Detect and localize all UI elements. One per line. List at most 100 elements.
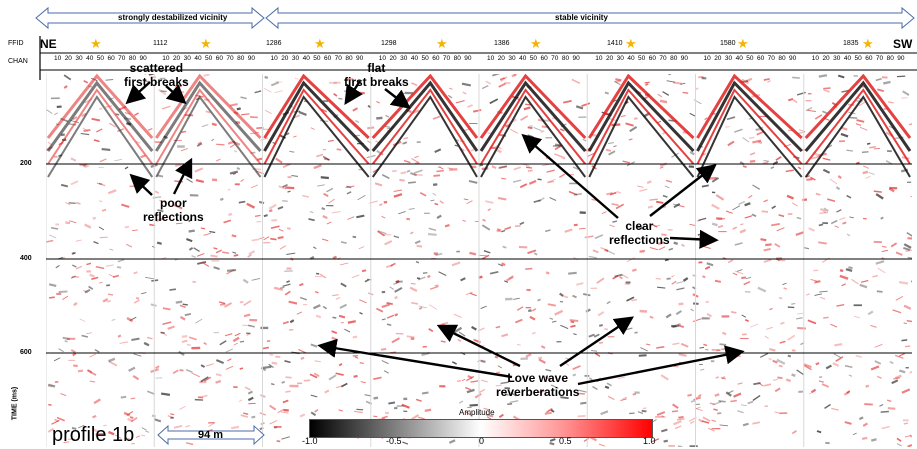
ffid-label: 1580 [720, 40, 736, 47]
channel-tick-label: 60 [215, 55, 223, 62]
channel-tick-label: 90 [680, 55, 689, 62]
channel-tick-label: 30 [400, 55, 408, 62]
channel-tick-label: 90 [897, 55, 905, 62]
chan-row-label: CHAN [8, 58, 28, 65]
colorbar-tick: -0.5 [386, 436, 402, 446]
shot-gather-panel [46, 74, 162, 447]
channel-tick-label: 30 [616, 55, 624, 62]
channel-tick-label: 70 [334, 55, 342, 62]
channel-tick-label: 50 [638, 55, 646, 62]
channel-tick-label: 30 [291, 55, 300, 62]
ffid-row-label: FFID [8, 40, 24, 47]
direction-ne: NE [40, 37, 57, 51]
ffid-label: 1410 [607, 40, 623, 47]
annotation-clear: clear reflections [609, 219, 670, 247]
channel-tick-label: 80 [453, 55, 461, 62]
annotation-poor: poor reflections [143, 196, 204, 224]
channel-tick-label: 90 [572, 55, 580, 62]
channel-tick-label: 40 [302, 55, 310, 62]
channel-tick-label: 30 [833, 55, 841, 62]
channel-tick-label: 90 [139, 55, 147, 62]
channel-tick-label: 20 [497, 55, 505, 62]
shot-gather-panel [370, 74, 487, 447]
channel-tick-label: 70 [442, 55, 451, 62]
header-lines [39, 36, 917, 80]
shot-star-icon: ★ [625, 36, 637, 51]
channel-tick-label: 60 [323, 55, 332, 62]
right-bracket-label: stable vicinity [555, 13, 608, 22]
channel-tick-label: 90 [789, 55, 797, 62]
channel-tick-label: 30 [183, 55, 191, 62]
arrow-clear-3 [669, 229, 719, 249]
arrow-scattered-1 [125, 81, 151, 105]
colorbar-tick: 0 [479, 436, 485, 446]
shot-star-icon: ★ [436, 36, 448, 51]
direction-sw: SW [893, 37, 913, 51]
channel-tick-label: 40 [735, 55, 743, 62]
arrow-poor-1 [129, 173, 153, 196]
channel-tick-label: 50 [96, 55, 104, 62]
ffid-label: 1112 [153, 40, 168, 47]
colorbar-tick: 1.0 [643, 436, 656, 446]
ffid-label: 1386 [494, 40, 510, 47]
channel-tick-label: 20 [172, 55, 181, 62]
channel-tick-label: 30 [724, 55, 733, 62]
channel-tick-label: 20 [605, 55, 614, 62]
arrow-poor-2 [172, 157, 193, 195]
shot-star-icon: ★ [90, 36, 102, 51]
channel-tick-label: 80 [886, 55, 894, 62]
left-bracket-label: strongly destabilized vicinity [118, 13, 228, 22]
channel-tick-label: 20 [64, 55, 72, 62]
channel-tick-label: 60 [865, 55, 873, 62]
left-bracket-arrow [35, 6, 265, 30]
arrow-flat-2 [384, 88, 411, 109]
colorbar-tick: -1.0 [302, 436, 318, 446]
channel-tick-label: 20 [281, 55, 289, 62]
channel-tick-label: 80 [345, 55, 353, 62]
channel-tick-label: 10 [595, 55, 603, 62]
channel-tick-row: 10 20 30 40 50 60 70 80 90 10 20 30 40 50 60 70 80 90 10 20… [46, 55, 912, 67]
annotation-love: Love wave reverberations [496, 371, 580, 399]
arrow-scattered-2 [165, 84, 187, 105]
channel-tick-label: 60 [540, 55, 548, 62]
shot-star-icon: ★ [530, 36, 542, 51]
arrow-flat-1 [344, 80, 363, 106]
time-tick-label: 600 [20, 349, 32, 356]
colorbar [309, 419, 653, 438]
shot-star-icon: ★ [737, 36, 749, 51]
colorbar-tick: 0.5 [559, 436, 572, 446]
time-tick-label: 200 [20, 160, 32, 167]
channel-tick-label: 50 [313, 55, 321, 62]
channel-tick-label: 80 [237, 55, 245, 62]
time-tick-label: 400 [20, 255, 32, 262]
channel-tick-label: 90 [464, 55, 472, 62]
channel-tick-label: 40 [843, 55, 852, 62]
shot-gather-panel [586, 74, 702, 447]
channel-tick-label: 50 [421, 55, 429, 62]
channel-tick-label: 50 [746, 55, 754, 62]
channel-tick-label: 60 [756, 55, 765, 62]
shot-gather-panel [695, 74, 808, 447]
shot-star-icon: ★ [200, 36, 212, 51]
seismic-panels [46, 74, 912, 447]
channel-tick-label: 20 [714, 55, 722, 62]
arrow-clear-1 [521, 133, 619, 219]
channel-tick-label: 70 [659, 55, 667, 62]
channel-tick-label: 80 [128, 55, 137, 62]
channel-tick-label: 70 [551, 55, 559, 62]
bracket-arrows [35, 6, 915, 30]
channel-tick-label: 70 [875, 55, 884, 62]
scale-bar [157, 424, 265, 446]
channel-tick-label: 10 [54, 55, 62, 62]
channel-tick-label: 10 [703, 55, 711, 62]
channel-tick-label: 50 [854, 55, 862, 62]
channel-tick-label: 70 [118, 55, 126, 62]
shot-gather-panel [803, 74, 912, 447]
channel-tick-label: 50 [529, 55, 537, 62]
colorbar-title: Amplitude [459, 408, 495, 417]
ffid-label: 1286 [266, 40, 282, 47]
channel-tick-label: 50 [205, 55, 213, 62]
channel-tick-label: 60 [648, 55, 656, 62]
